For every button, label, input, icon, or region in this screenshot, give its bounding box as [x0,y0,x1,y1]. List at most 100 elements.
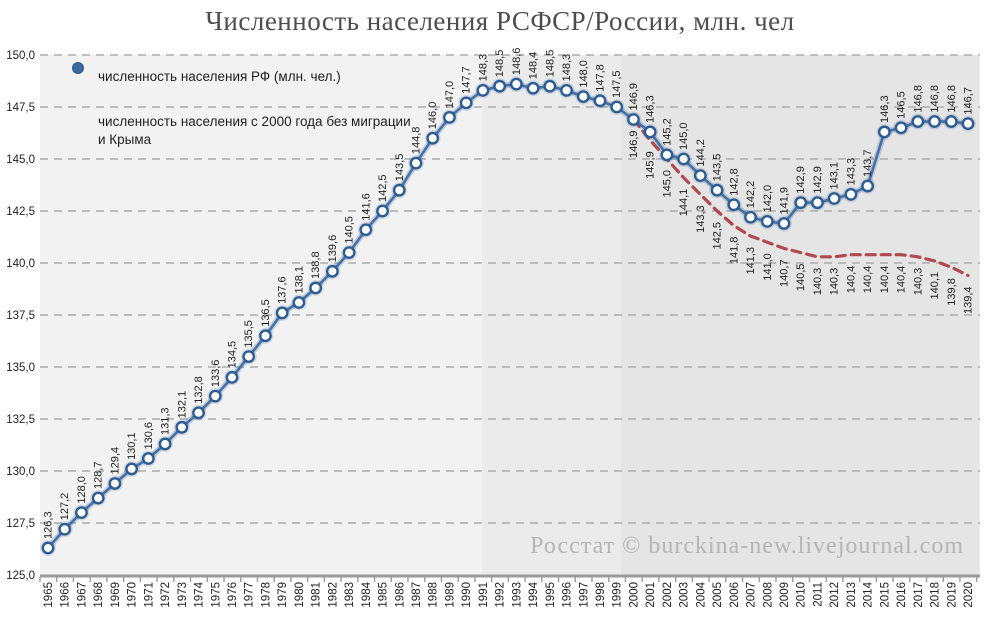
svg-text:142,5: 142,5 [6,206,35,218]
svg-text:147,5: 147,5 [6,102,35,114]
svg-text:147,0: 147,0 [444,81,456,109]
legend-item-no-migration: численность населения с 2000 года без ми… [62,113,418,149]
legend-label: численность населения с 2000 года без ми… [98,114,411,147]
svg-text:1965: 1965 [43,582,55,608]
svg-text:141,6: 141,6 [360,193,372,221]
svg-text:1977: 1977 [244,582,256,608]
svg-text:139,6: 139,6 [327,235,339,263]
watermark: Росстат © burckina-new.livejournal.com [530,533,964,559]
svg-text:140,5: 140,5 [344,216,356,244]
svg-text:148,4: 148,4 [528,52,540,80]
svg-text:130,0: 130,0 [6,466,35,478]
svg-text:1994: 1994 [528,581,540,607]
svg-text:1984: 1984 [361,581,373,607]
svg-text:125,0: 125,0 [6,570,35,582]
svg-text:147,5: 147,5 [611,70,623,98]
svg-text:137,5: 137,5 [6,310,35,322]
svg-text:140,4: 140,4 [879,266,891,294]
svg-text:142,8: 142,8 [728,168,740,196]
svg-text:134,5: 134,5 [227,341,239,369]
svg-text:140,7: 140,7 [779,259,791,287]
svg-text:148,6: 148,6 [511,48,523,76]
svg-text:2002: 2002 [662,582,674,608]
svg-text:1995: 1995 [545,582,557,608]
svg-text:127,5: 127,5 [6,518,35,530]
svg-text:1992: 1992 [495,582,507,608]
svg-text:146,8: 146,8 [929,85,941,113]
svg-text:140,4: 140,4 [862,266,874,294]
svg-text:1983: 1983 [344,582,356,608]
svg-text:140,1: 140,1 [929,272,941,300]
svg-text:1975: 1975 [210,582,222,608]
svg-text:1981: 1981 [311,582,323,608]
svg-text:143,3: 143,3 [695,205,707,233]
svg-text:1996: 1996 [562,582,574,608]
svg-text:2005: 2005 [712,582,724,608]
svg-text:1985: 1985 [378,582,390,608]
svg-text:145,0: 145,0 [678,122,690,150]
svg-text:1993: 1993 [511,582,523,608]
svg-text:1987: 1987 [411,582,423,608]
svg-text:144,2: 144,2 [695,139,707,167]
svg-text:2011: 2011 [812,582,824,607]
svg-text:146,8: 146,8 [912,85,924,113]
svg-text:1967: 1967 [76,582,88,608]
svg-text:141,8: 141,8 [728,237,740,265]
svg-text:145,0: 145,0 [6,154,35,166]
svg-text:1966: 1966 [60,582,72,608]
svg-text:138,1: 138,1 [293,266,305,294]
svg-text:1986: 1986 [394,582,406,608]
svg-text:142,2: 142,2 [745,181,757,209]
svg-text:139,4: 139,4 [963,286,975,314]
svg-text:126,3: 126,3 [43,511,55,539]
svg-text:136,5: 136,5 [260,299,272,327]
svg-text:148,5: 148,5 [544,50,556,78]
svg-text:146,0: 146,0 [427,102,439,130]
svg-text:148,0: 148,0 [578,60,590,88]
svg-text:128,7: 128,7 [93,462,105,490]
svg-text:2017: 2017 [913,582,925,608]
svg-text:1970: 1970 [127,582,139,608]
svg-text:2010: 2010 [796,582,808,608]
svg-text:142,5: 142,5 [377,174,389,202]
svg-text:140,4: 140,4 [896,266,908,294]
svg-text:1972: 1972 [160,582,172,608]
svg-text:147,8: 147,8 [595,64,607,92]
svg-text:138,8: 138,8 [310,251,322,279]
svg-text:146,3: 146,3 [645,95,657,123]
svg-text:1968: 1968 [93,582,105,608]
svg-text:128,0: 128,0 [76,476,88,504]
svg-text:137,6: 137,6 [277,276,289,304]
svg-text:148,3: 148,3 [561,54,573,82]
svg-text:2019: 2019 [946,582,958,608]
svg-text:131,3: 131,3 [160,407,172,435]
legend-label: численность населения РФ (млн. чел.) [98,69,341,84]
svg-text:140,5: 140,5 [795,264,807,292]
legend-item-population: численность населения РФ (млн. чел.) [62,62,418,86]
svg-text:2007: 2007 [746,582,758,608]
svg-text:2006: 2006 [729,582,741,608]
svg-text:140,0: 140,0 [6,258,35,270]
svg-text:1998: 1998 [595,582,607,608]
chart-title: Численность населения РСФСР/России, млн.… [205,6,795,36]
svg-text:1974: 1974 [194,581,206,607]
svg-text:1978: 1978 [260,582,272,608]
svg-text:140,3: 140,3 [812,268,824,296]
svg-text:1973: 1973 [177,582,189,608]
svg-text:147,7: 147,7 [461,66,473,94]
svg-text:143,5: 143,5 [394,154,406,182]
svg-text:141,9: 141,9 [779,187,791,215]
svg-text:2008: 2008 [762,582,774,608]
svg-text:143,3: 143,3 [845,158,857,186]
svg-text:2013: 2013 [846,582,858,608]
svg-text:132,5: 132,5 [6,414,35,426]
svg-text:2014: 2014 [863,581,875,607]
svg-text:148,3: 148,3 [477,54,489,82]
svg-text:2020: 2020 [963,582,975,608]
svg-text:2016: 2016 [896,582,908,608]
svg-text:145,0: 145,0 [661,170,673,198]
svg-text:146,8: 146,8 [946,85,958,113]
svg-text:142,0: 142,0 [762,185,774,213]
